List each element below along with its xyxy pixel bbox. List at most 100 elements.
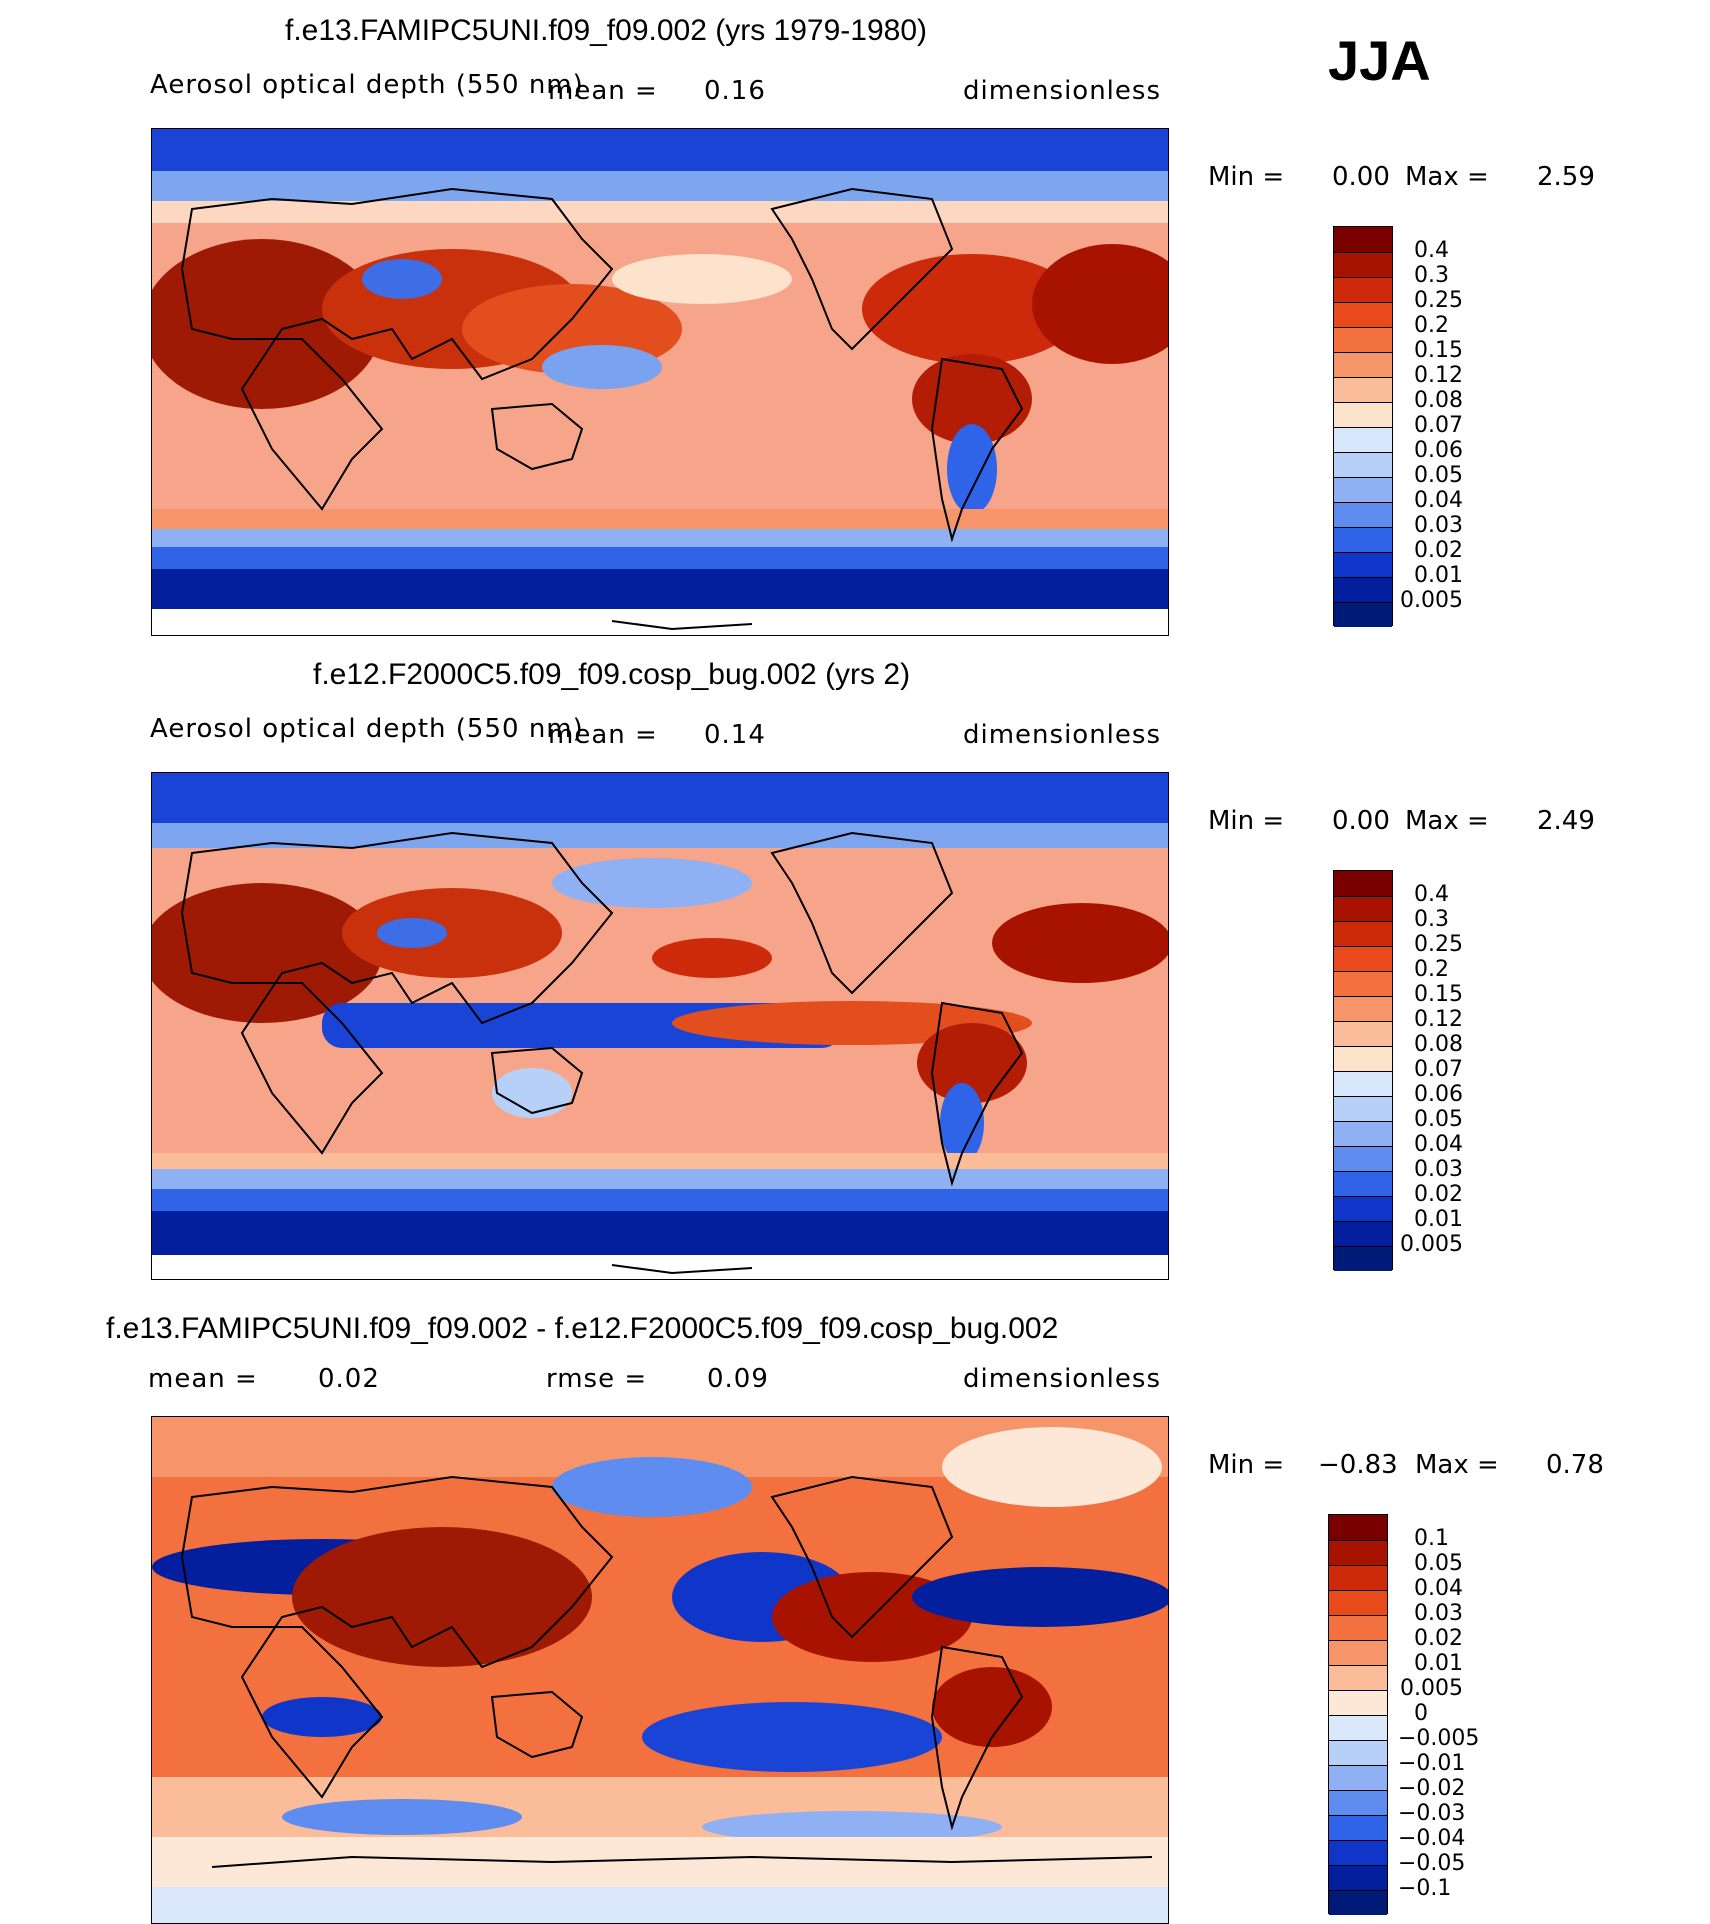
panel-3-min-value: −0.83	[1318, 1450, 1398, 1480]
colorbar-swatch	[1334, 327, 1392, 352]
colorbar-tick-label: 0.04	[1414, 488, 1463, 513]
p1-midlat-band	[152, 201, 1168, 223]
colorbar-swatch	[1329, 1865, 1387, 1890]
p1-arctic-band	[152, 129, 1168, 171]
colorbar-tick-label: 0.06	[1414, 1082, 1463, 1107]
p2-australia-low	[492, 1068, 572, 1118]
colorbar-tick-label: 0.07	[1414, 1057, 1463, 1082]
colorbar-swatch	[1334, 452, 1392, 477]
p1-tibet-low	[362, 259, 442, 299]
panel-2-variable: Aerosol optical depth (550 nm)	[150, 714, 584, 744]
colorbar-tick-label: 0.03	[1414, 1157, 1463, 1182]
p2-so-mid	[152, 1189, 1168, 1211]
p1-southern-band	[152, 509, 1168, 529]
colorbar-tick-label: 0.005	[1400, 1232, 1463, 1257]
p3-eastern-hemisphere-coast	[180, 1475, 614, 1799]
colorbar-tick-label: −0.005	[1398, 1726, 1480, 1751]
colorbar-swatch	[1329, 1790, 1387, 1815]
colorbar-tick-label: 0.06	[1414, 438, 1463, 463]
colorbar-swatch	[1334, 252, 1392, 277]
panel-3-map	[151, 1416, 1169, 1924]
colorbar-swatch	[1334, 502, 1392, 527]
p1-atlantic-dust	[1032, 244, 1168, 364]
p3-siberia-low	[552, 1457, 752, 1517]
panel-3-max-label: Max =	[1415, 1450, 1499, 1480]
p2-eastern-hemisphere-coast	[180, 831, 614, 1155]
colorbar-tick-label: 0	[1414, 1701, 1428, 1726]
p2-antarctic-band	[152, 1211, 1168, 1255]
panel-3-rmse-value: 0.09	[707, 1364, 769, 1394]
p2-npacific-high	[652, 938, 772, 978]
panel-2-max-label: Max =	[1405, 806, 1489, 836]
panel-1-colorbar	[1333, 226, 1393, 627]
colorbar-swatch	[1334, 602, 1392, 627]
panel-1-max-label: Max =	[1405, 162, 1489, 192]
colorbar-tick-label: 0.005	[1400, 1676, 1463, 1701]
p2-subarctic-band	[152, 823, 1168, 848]
panel-1-min-value: 0.00	[1332, 162, 1390, 192]
p1-amazon	[912, 354, 1032, 444]
colorbar-swatch	[1334, 996, 1392, 1021]
p1-north-america-coast	[770, 187, 954, 351]
colorbar-swatch	[1334, 1221, 1392, 1246]
colorbar-tick-label: 0.3	[1414, 907, 1449, 932]
colorbar-tick-label: 0.3	[1414, 263, 1449, 288]
colorbar-swatch	[1329, 1765, 1387, 1790]
colorbar-swatch	[1334, 1171, 1392, 1196]
colorbar-swatch	[1334, 896, 1392, 921]
colorbar-swatch	[1329, 1665, 1387, 1690]
p3-spacific-low	[642, 1702, 942, 1772]
colorbar-tick-label: 0.05	[1414, 1107, 1463, 1132]
colorbar-swatch	[1334, 1246, 1392, 1271]
panel-1-mean-label: mean =	[548, 76, 658, 106]
colorbar-swatch	[1334, 277, 1392, 302]
panel-3-mean-label: mean =	[148, 1364, 258, 1394]
p2-south-america-coast	[930, 1001, 1024, 1187]
colorbar-tick-label: −0.02	[1398, 1776, 1466, 1801]
p2-npacific-low	[552, 858, 752, 908]
colorbar-tick-label: 0.12	[1414, 363, 1463, 388]
p3-southern-low-1	[282, 1799, 522, 1835]
p3-antarctic-light	[152, 1887, 1168, 1923]
colorbar-swatch	[1334, 946, 1392, 971]
colorbar-swatch	[1329, 1715, 1387, 1740]
p1-so-mid	[152, 547, 1168, 569]
colorbar-swatch	[1334, 427, 1392, 452]
panel-3-rmse-label: rmse =	[546, 1364, 648, 1394]
colorbar-swatch	[1334, 302, 1392, 327]
p2-so-light	[152, 1169, 1168, 1189]
panel-1-units: dimensionless	[963, 76, 1161, 106]
colorbar-swatch	[1334, 921, 1392, 946]
p2-antarctica-coast	[611, 1264, 753, 1275]
p1-missing-data	[152, 609, 1168, 635]
p1-andes-low	[947, 424, 997, 514]
p2-saharan-dust	[152, 883, 382, 1023]
colorbar-tick-label: 0.08	[1414, 388, 1463, 413]
colorbar-tick-label: −0.05	[1398, 1851, 1466, 1876]
colorbar-tick-label: 0.05	[1414, 1551, 1463, 1576]
colorbar-tick-label: 0.01	[1414, 1651, 1463, 1676]
panel-2-max-value: 2.49	[1537, 806, 1595, 836]
panel-2-mean-value: 0.14	[704, 720, 766, 750]
colorbar-swatch	[1329, 1690, 1387, 1715]
colorbar-swatch	[1329, 1540, 1387, 1565]
colorbar-swatch	[1334, 1071, 1392, 1096]
colorbar-tick-label: 0.01	[1414, 563, 1463, 588]
p3-atlantic-low	[912, 1567, 1168, 1627]
p1-south-america-coast	[930, 357, 1024, 543]
p2-southern-band	[152, 1153, 1168, 1169]
colorbar-swatch	[1329, 1565, 1387, 1590]
colorbar-tick-label: 0.02	[1414, 1182, 1463, 1207]
colorbar-tick-label: 0.1	[1414, 1526, 1449, 1551]
panel-3-mean-value: 0.02	[318, 1364, 380, 1394]
panel-1-min-label: Min =	[1208, 162, 1285, 192]
p1-eastern-hemisphere-coast	[180, 187, 614, 511]
p3-north-america-coast	[770, 1475, 954, 1639]
p1-wpacific-low	[542, 345, 662, 389]
colorbar-swatch	[1334, 871, 1392, 896]
colorbar-swatch	[1334, 402, 1392, 427]
colorbar-tick-label: 0.01	[1414, 1207, 1463, 1232]
panel-3-min-label: Min =	[1208, 1450, 1285, 1480]
colorbar-swatch	[1329, 1890, 1387, 1915]
p3-southern-low-2	[702, 1811, 1002, 1843]
